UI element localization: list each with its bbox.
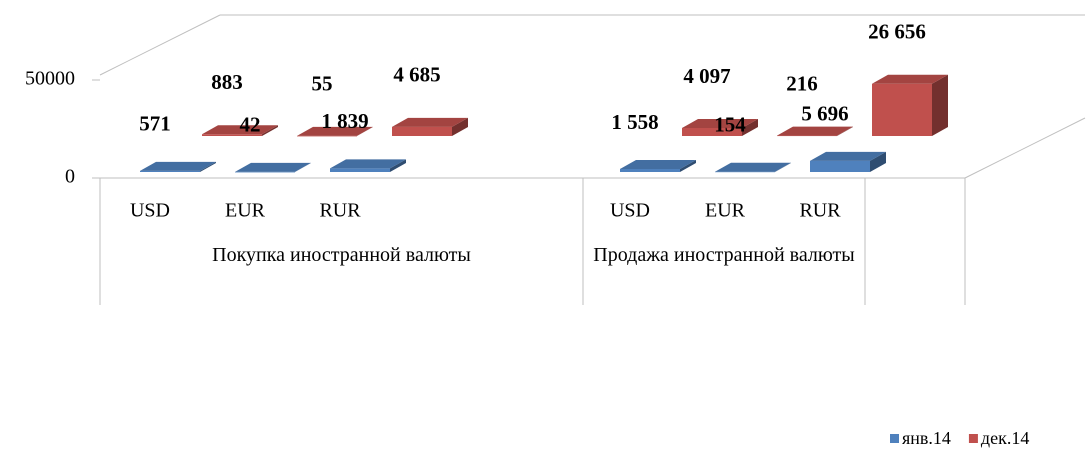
bar-front (235, 171, 295, 173)
bar (235, 162, 311, 173)
bar (715, 162, 791, 173)
bar-top (810, 151, 886, 161)
bar-front (330, 168, 390, 172)
group-label: Продажа иностранной валюты (593, 244, 855, 266)
y-tick-label: 50000 (25, 68, 75, 90)
frame (99, 14, 1086, 305)
bar-top (620, 159, 696, 169)
value-label: 1 839 (321, 109, 368, 133)
x-tick-label: RUR (319, 200, 361, 222)
bar-front (392, 126, 452, 136)
bar-side (390, 159, 406, 172)
value-label: 42 (240, 113, 261, 137)
bar (810, 151, 886, 172)
y-tick-label: 0 (65, 166, 75, 188)
bar (620, 159, 696, 172)
bar-front (202, 134, 262, 136)
x-tick-label: RUR (799, 200, 841, 222)
legend-swatch (968, 434, 978, 443)
value-label: 216 (786, 71, 818, 95)
legend-label: янв.14 (902, 428, 951, 448)
value-label: 26 656 (868, 20, 926, 44)
bar-side (870, 151, 886, 172)
x-tick-label: EUR (225, 200, 266, 222)
value-label: 571 (139, 112, 171, 136)
bar-side (262, 125, 278, 136)
bar-top (140, 161, 216, 171)
bar (392, 117, 468, 136)
bar (297, 126, 373, 137)
value-label: 4 097 (683, 64, 730, 88)
frame-line (99, 14, 221, 76)
group-label-text: Покупка иностранной валюты (212, 244, 471, 266)
bar-top (297, 126, 373, 136)
bar-side (742, 118, 758, 136)
bar (202, 125, 278, 136)
group-label-text: Продажа иностранной валюты (593, 244, 855, 266)
bar-front (810, 160, 870, 172)
x-tick-label: USD (610, 200, 650, 222)
frame-line (964, 117, 1086, 179)
value-label: 4 685 (393, 63, 440, 87)
bar-top (392, 117, 468, 127)
bar-side (775, 162, 791, 172)
bar-top (715, 162, 791, 172)
x-tick-label: EUR (705, 200, 746, 222)
legend-label: дек.14 (981, 428, 1029, 448)
bar-top (202, 125, 278, 135)
bar (140, 161, 216, 172)
bar-side (295, 162, 311, 172)
bar-top (682, 118, 758, 128)
bar-front (140, 170, 200, 172)
bar-side (357, 126, 373, 136)
x-tick-label: USD (130, 200, 170, 222)
bar (330, 159, 406, 172)
value-label: 55 (312, 72, 333, 96)
legend-swatch (890, 434, 899, 443)
bar-front (620, 168, 680, 172)
bar-side (932, 74, 948, 136)
bar (682, 118, 758, 136)
bar-front (777, 135, 837, 137)
value-label: 883 (211, 70, 243, 94)
bar (777, 126, 853, 137)
bar-front (297, 135, 357, 137)
value-label: 5 696 (801, 102, 848, 126)
bar-front (715, 171, 775, 173)
bar-top (872, 74, 948, 84)
bar-front (682, 127, 742, 136)
bar-front (872, 83, 932, 136)
bar-top (777, 126, 853, 136)
bar-top (235, 162, 311, 172)
bar (872, 74, 948, 136)
bar-side (200, 161, 216, 172)
bar-side (452, 117, 468, 136)
value-label: 154 (714, 113, 746, 137)
bar-side (837, 126, 853, 136)
bar-side (680, 159, 696, 172)
value-label: 1 558 (611, 110, 658, 134)
bar-top (330, 159, 406, 169)
group-label: Покупка иностранной валюты (212, 244, 471, 266)
